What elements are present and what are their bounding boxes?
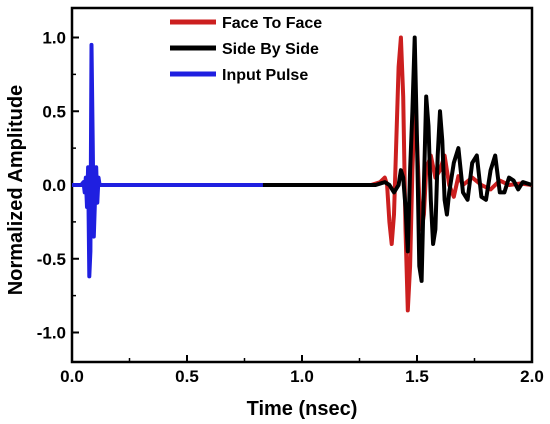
y-tick-label: 0.0 (42, 176, 66, 195)
y-tick-label: 1.0 (42, 29, 66, 48)
ticks: 0.0 0.5 1.0 1.5 2.0 -1.0 -0.5 0.0 0.5 1.0 (37, 29, 544, 387)
x-tick-label: 1.0 (290, 367, 314, 386)
x-tick-label: 0.5 (175, 367, 199, 386)
y-tick-label: -0.5 (37, 250, 66, 269)
y-tick-label: -1.0 (37, 324, 66, 343)
x-tick-label: 2.0 (520, 367, 544, 386)
legend-label: Input Pulse (222, 67, 308, 84)
series-layer (72, 35, 533, 313)
x-axis-title: Time (nsec) (247, 398, 358, 420)
series-line-side-by-side (72, 35, 533, 283)
legend: Face To Face Side By Side Input Pulse (170, 15, 322, 84)
legend-label: Face To Face (222, 15, 322, 32)
y-tick-label: 0.5 (42, 102, 66, 121)
y-axis-title: Normalized Amplitude (5, 85, 27, 295)
x-tick-label: 1.5 (405, 367, 429, 386)
x-tick-label: 0.0 (60, 367, 84, 386)
legend-label: Side By Side (222, 41, 319, 58)
series-line-input-pulse (72, 42, 263, 279)
